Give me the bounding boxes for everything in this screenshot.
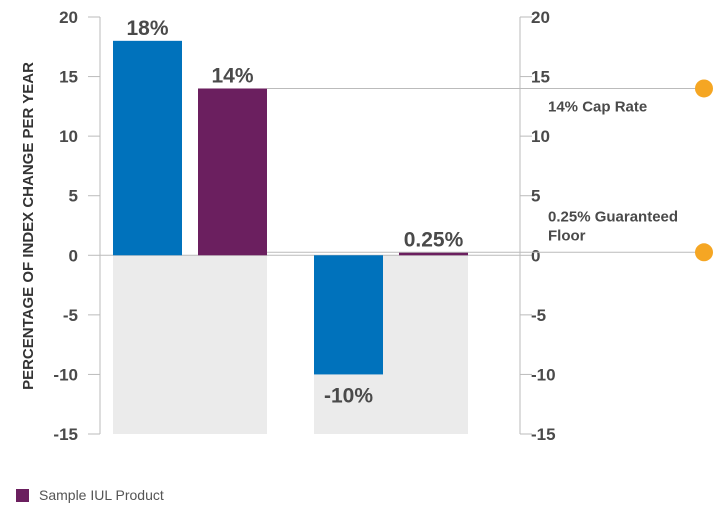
bar-data-label: 14%	[211, 64, 253, 87]
bar	[314, 255, 383, 375]
right-tick-label: 20	[531, 8, 550, 27]
y-axis-title: PERCENTAGE OF INDEX CHANGE PER YEAR	[20, 62, 37, 390]
left-tick-label: 15	[59, 68, 78, 87]
bar	[113, 40, 182, 256]
legend-label: Sample IUL Product	[39, 487, 164, 503]
reference-marker-dot	[695, 79, 713, 98]
chart: 20 20 15 15 10 10 5 5 0 0 -5 -5 -10 -10 -15 -15 18% 14% -1…	[20, 8, 713, 444]
reference-marker-dot	[695, 243, 713, 262]
right-tick-label: 15	[531, 68, 550, 87]
bar	[399, 252, 468, 256]
left-tick-label: 0	[69, 246, 78, 265]
right-tick-label: 0	[531, 246, 540, 265]
right-tick-label: -15	[531, 425, 556, 444]
left-tick-label: -10	[53, 365, 78, 384]
left-tick-label: -15	[53, 425, 78, 444]
right-tick-label: -10	[531, 365, 556, 384]
legend: Sample IUL Product	[16, 486, 164, 504]
right-tick-label: -5	[531, 306, 546, 325]
right-tick-label: 10	[531, 127, 550, 146]
reference-line-label: 0.25% Guaranteed	[548, 208, 678, 225]
bar-data-label: 0.25%	[404, 228, 464, 251]
left-tick-label: -5	[63, 306, 78, 325]
reference-line-label: Floor	[548, 227, 586, 244]
negative-region-shade	[113, 255, 267, 434]
reference-line-label: 14% Cap Rate	[548, 98, 647, 115]
left-tick-label: 5	[69, 187, 78, 206]
legend-swatch	[16, 488, 29, 502]
bar-data-label: 18%	[126, 17, 168, 40]
right-tick-label: 5	[531, 187, 540, 206]
bar	[198, 88, 267, 256]
left-tick-label: 10	[59, 127, 78, 146]
bar-data-label: -10%	[324, 384, 373, 407]
left-tick-label: 20	[59, 8, 78, 27]
